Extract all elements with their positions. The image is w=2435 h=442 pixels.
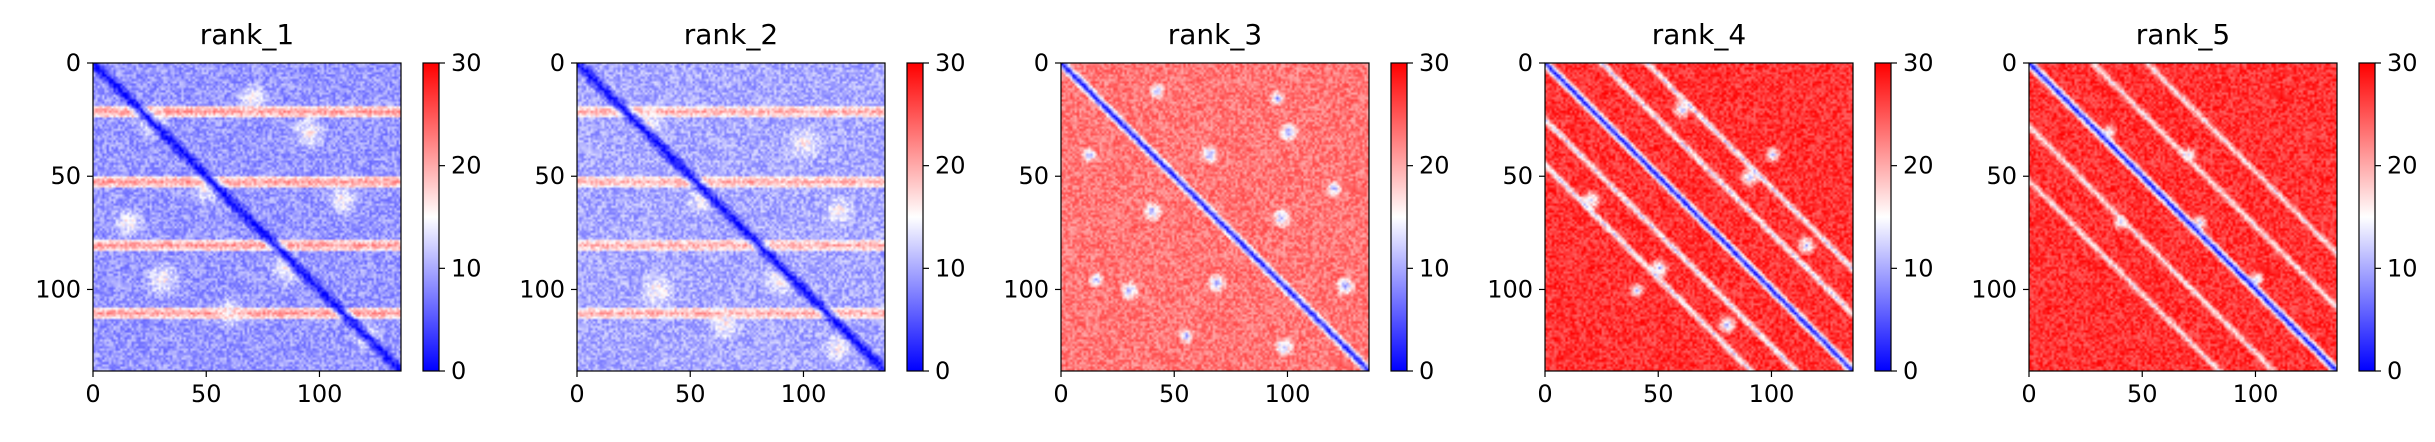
y-tick-label: 100 [1487, 275, 1533, 303]
panel-title: rank_2 [684, 18, 778, 51]
plot-frame [576, 62, 886, 372]
colorbar-tick-label: 0 [451, 357, 466, 385]
heatmap-panel-1: rank_1 0 50 100 0 50 100 0 10 20 30 [35, 18, 481, 408]
panel-title: rank_1 [200, 18, 294, 51]
colorbar-tick-label: 0 [1903, 357, 1918, 385]
y-tick-label: 100 [1971, 275, 2017, 303]
x-tick-label: 50 [191, 380, 222, 408]
colorbar-tick-label: 30 [935, 49, 966, 77]
panel-title: rank_5 [2136, 18, 2230, 51]
colorbar-tick-label: 0 [935, 357, 950, 385]
plot-frame [1060, 62, 1370, 372]
y-tick-label: 0 [550, 49, 565, 77]
colorbar-tick-label: 10 [451, 254, 482, 282]
colorbar-tick-label: 10 [1419, 254, 1450, 282]
x-tick-label: 100 [297, 380, 343, 408]
y-tick-label: 100 [35, 275, 81, 303]
colorbar [1875, 63, 1891, 371]
colorbar-tick-label: 20 [451, 152, 482, 180]
y-tick-label: 50 [1502, 162, 1533, 190]
y-tick-label: 100 [1003, 275, 1049, 303]
colorbar-frame [1390, 62, 1408, 372]
y-tick-label: 50 [1018, 162, 1049, 190]
colorbar-tick-label: 20 [935, 152, 966, 180]
x-tick-label: 50 [675, 380, 706, 408]
colorbar-frame [1874, 62, 1892, 372]
x-tick-label: 100 [1265, 380, 1311, 408]
x-tick-label: 100 [781, 380, 827, 408]
plot-frame [2028, 62, 2338, 372]
plot-frame [92, 62, 402, 372]
colorbar-tick-label: 30 [1903, 49, 1934, 77]
y-tick-label: 0 [2002, 49, 2017, 77]
y-tick-label: 0 [1034, 49, 1049, 77]
y-tick-label: 50 [534, 162, 565, 190]
colorbar-frame [906, 62, 924, 372]
heatmap-panel-5: rank_5 0 50 100 0 50 100 0 10 20 30 [1971, 18, 2417, 408]
x-tick-label: 50 [1643, 380, 1674, 408]
colorbar [423, 63, 439, 371]
colorbar [1391, 63, 1407, 371]
colorbar-tick-label: 0 [1419, 357, 1434, 385]
x-tick-label: 100 [1749, 380, 1795, 408]
y-tick-label: 50 [1986, 162, 2017, 190]
colorbar-tick-label: 20 [2387, 152, 2418, 180]
x-tick-label: 0 [85, 380, 100, 408]
x-tick-label: 0 [1537, 380, 1552, 408]
x-tick-label: 100 [2233, 380, 2279, 408]
x-tick-label: 0 [1053, 380, 1068, 408]
colorbar-frame [422, 62, 440, 372]
colorbar-frame [2358, 62, 2376, 372]
heatmap-image [1061, 63, 1369, 371]
heatmap-image [577, 63, 885, 371]
heatmap-panel-2: rank_2 0 50 100 0 50 100 0 10 20 30 [519, 18, 965, 408]
heatmap-image [2029, 63, 2337, 371]
heatmap-panel-3: rank_3 0 50 100 0 50 100 0 10 20 30 [1003, 18, 1449, 408]
x-tick-label: 50 [1159, 380, 1190, 408]
colorbar-tick-label: 20 [1903, 152, 1934, 180]
y-tick-label: 100 [519, 275, 565, 303]
plot-frame [1544, 62, 1854, 372]
colorbar [907, 63, 923, 371]
x-tick-label: 0 [2021, 380, 2036, 408]
y-tick-label: 0 [1518, 49, 1533, 77]
y-tick-label: 0 [66, 49, 81, 77]
panel-title: rank_3 [1168, 18, 1262, 51]
colorbar-tick-label: 30 [2387, 49, 2418, 77]
heatmap-image [1545, 63, 1853, 371]
colorbar-tick-label: 30 [451, 49, 482, 77]
heatmap-panel-4: rank_4 0 50 100 0 50 100 0 10 20 30 [1487, 18, 1933, 408]
colorbar [2359, 63, 2375, 371]
colorbar-tick-label: 20 [1419, 152, 1450, 180]
colorbar-tick-label: 10 [2387, 254, 2418, 282]
x-tick-label: 0 [569, 380, 584, 408]
colorbar-tick-label: 10 [1903, 254, 1934, 282]
panel-title: rank_4 [1652, 18, 1746, 51]
colorbar-tick-label: 0 [2387, 357, 2402, 385]
y-tick-label: 50 [50, 162, 81, 190]
colorbar-tick-label: 30 [1419, 49, 1450, 77]
x-tick-label: 50 [2127, 380, 2158, 408]
heatmap-image [93, 63, 401, 371]
colorbar-tick-label: 10 [935, 254, 966, 282]
